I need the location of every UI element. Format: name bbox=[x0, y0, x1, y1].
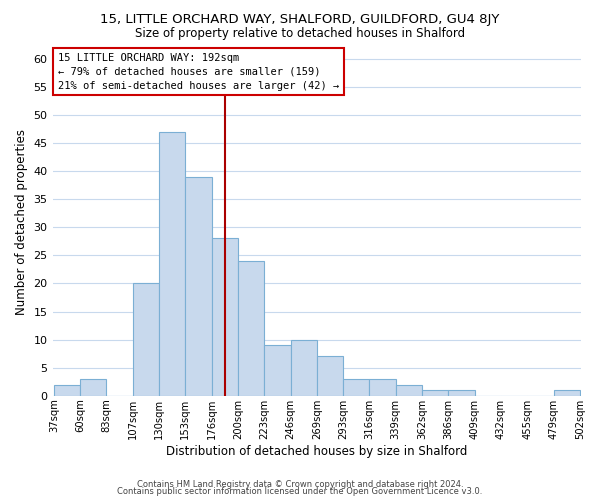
Bar bbox=[422, 390, 448, 396]
Bar bbox=[80, 379, 106, 396]
Bar bbox=[554, 390, 580, 396]
Bar bbox=[370, 379, 396, 396]
Bar bbox=[159, 132, 185, 396]
Bar bbox=[54, 384, 80, 396]
Bar bbox=[448, 390, 475, 396]
Bar bbox=[290, 340, 317, 396]
Bar bbox=[238, 261, 264, 396]
Text: Contains public sector information licensed under the Open Government Licence v3: Contains public sector information licen… bbox=[118, 487, 482, 496]
Bar bbox=[343, 379, 370, 396]
Bar bbox=[317, 356, 343, 396]
Bar bbox=[133, 284, 159, 396]
Bar bbox=[212, 238, 238, 396]
X-axis label: Distribution of detached houses by size in Shalford: Distribution of detached houses by size … bbox=[166, 444, 467, 458]
Bar bbox=[185, 176, 212, 396]
Text: 15 LITTLE ORCHARD WAY: 192sqm
← 79% of detached houses are smaller (159)
21% of : 15 LITTLE ORCHARD WAY: 192sqm ← 79% of d… bbox=[58, 52, 339, 90]
Y-axis label: Number of detached properties: Number of detached properties bbox=[15, 128, 28, 314]
Bar bbox=[396, 384, 422, 396]
Bar bbox=[264, 345, 290, 396]
Text: Contains HM Land Registry data © Crown copyright and database right 2024.: Contains HM Land Registry data © Crown c… bbox=[137, 480, 463, 489]
Text: 15, LITTLE ORCHARD WAY, SHALFORD, GUILDFORD, GU4 8JY: 15, LITTLE ORCHARD WAY, SHALFORD, GUILDF… bbox=[100, 12, 500, 26]
Text: Size of property relative to detached houses in Shalford: Size of property relative to detached ho… bbox=[135, 28, 465, 40]
